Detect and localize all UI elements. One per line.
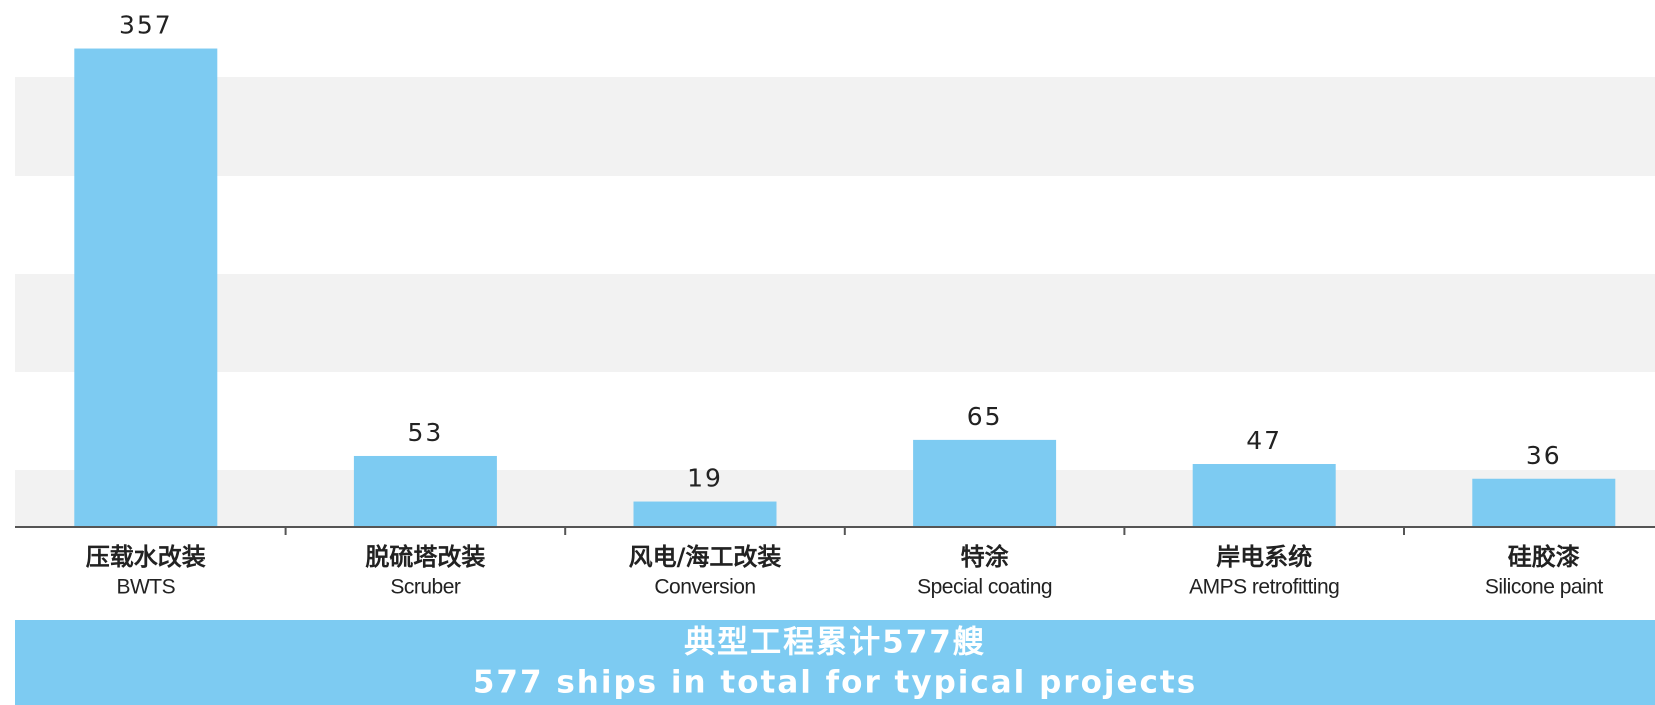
bar: [633, 501, 777, 527]
x-tick-label: 岸电系统: [1216, 543, 1312, 571]
x-tick-label: 特涂: [961, 543, 1009, 571]
x-tick-sublabel: Conversion: [654, 576, 755, 599]
x-tick-label: 硅胶漆: [1508, 543, 1580, 571]
x-tick-sublabel: AMPS retrofitting: [1189, 576, 1339, 599]
band: [15, 77, 1655, 176]
bar: [353, 455, 497, 527]
value-label: 357: [119, 11, 173, 40]
value-label: 53: [407, 418, 443, 447]
x-tick-label: 风电/海工改装: [629, 543, 782, 571]
x-tick-label: 压载水改装: [86, 543, 206, 571]
x-tick-sublabel: Special coating: [917, 576, 1052, 599]
band: [15, 274, 1655, 372]
bar: [74, 48, 218, 527]
footer-subtitle: 577 ships in total for typical projects: [473, 665, 1197, 701]
footer-banner: [15, 620, 1655, 705]
value-label: 36: [1526, 441, 1562, 470]
x-tick-label: 脱硫塔改装: [365, 543, 485, 571]
footer-title: 典型工程累计577艘: [684, 625, 986, 661]
value-label: 47: [1246, 426, 1282, 455]
band: [15, 470, 1655, 527]
x-tick-sublabel: BWTS: [116, 576, 175, 599]
bar: [1192, 464, 1336, 527]
bar: [913, 439, 1057, 527]
x-tick-sublabel: Silicone paint: [1485, 576, 1604, 599]
x-tick-sublabel: Scruber: [390, 576, 461, 599]
value-label: 65: [967, 402, 1003, 431]
value-label: 19: [687, 464, 723, 493]
bar: [1472, 478, 1616, 527]
